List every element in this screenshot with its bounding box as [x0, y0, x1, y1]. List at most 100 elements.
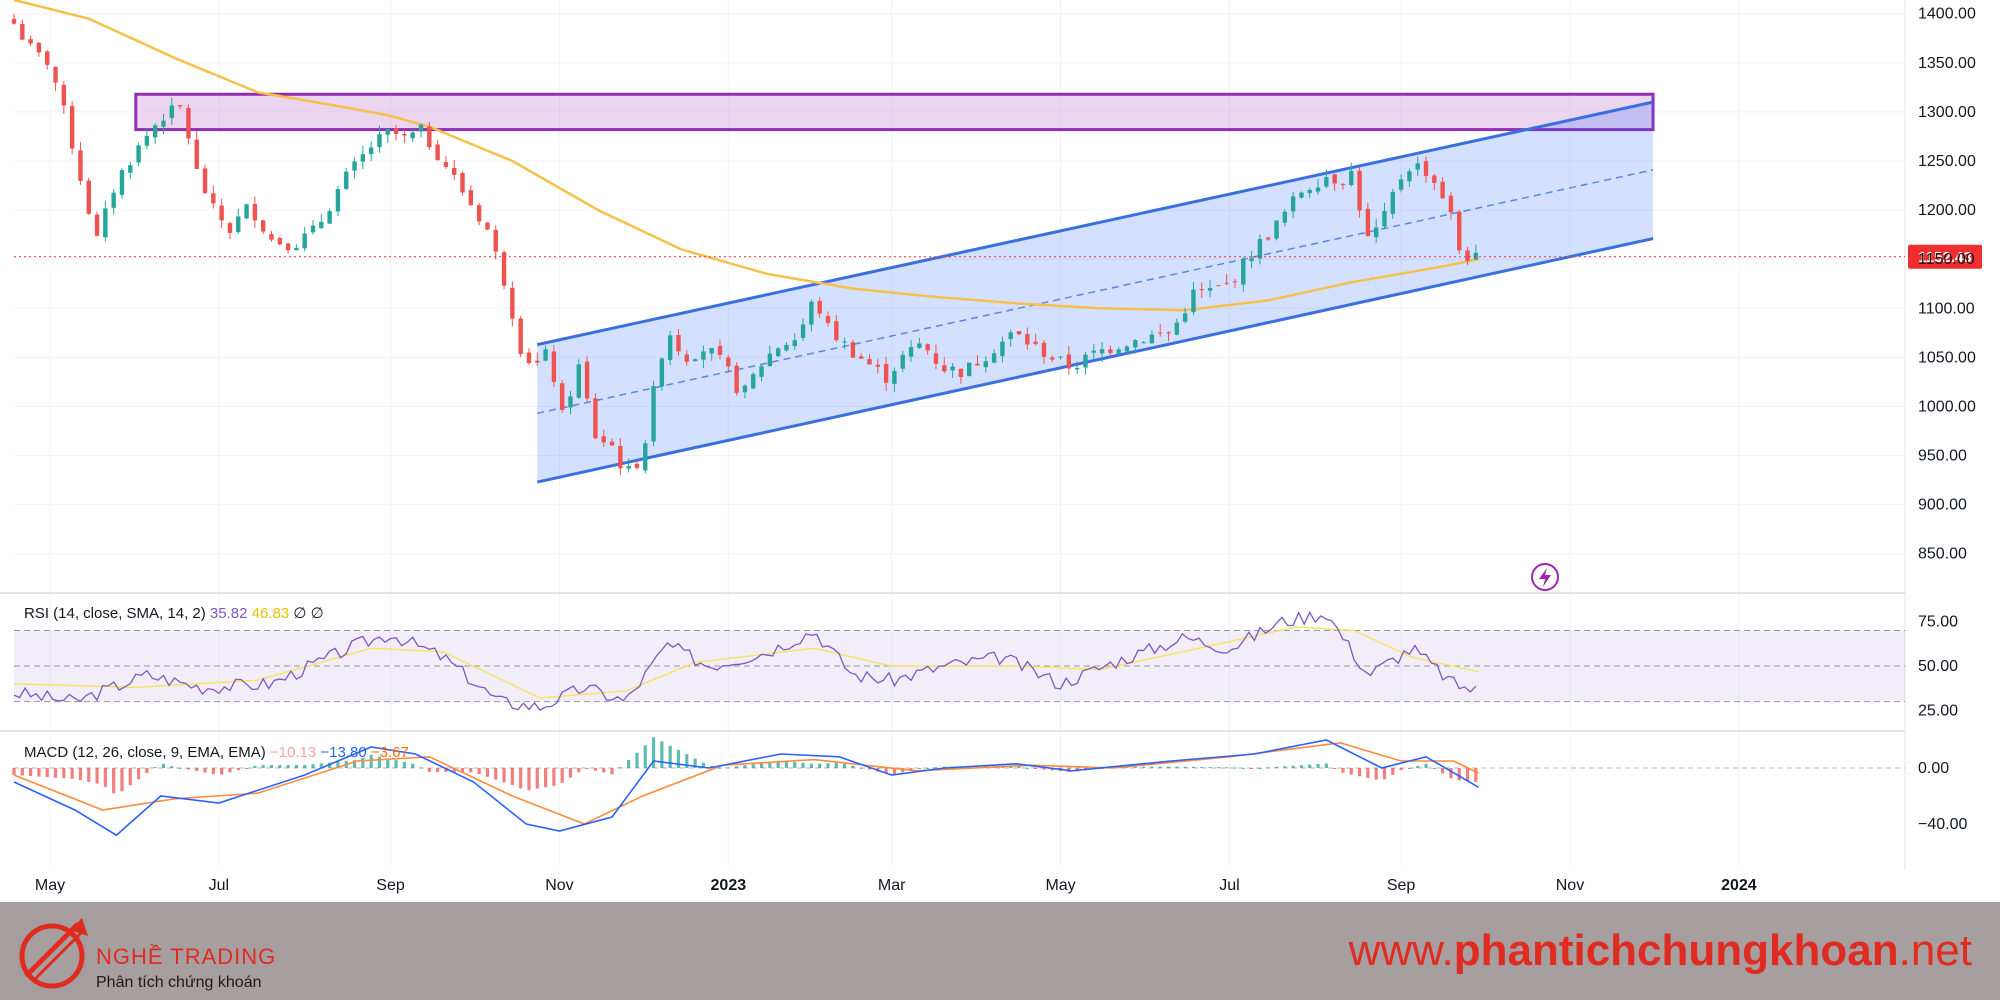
candle-body [1158, 332, 1163, 334]
candle [385, 128, 390, 144]
macd-histogram-bar [220, 768, 224, 775]
candle-body [385, 129, 390, 135]
macd-histogram-bar [1017, 766, 1021, 768]
macd-histogram-bar [1374, 768, 1378, 780]
candle [86, 177, 91, 216]
candle [543, 345, 548, 362]
macd-histogram-bar [37, 768, 41, 777]
macd-histogram-bar [286, 765, 290, 768]
price-tick-label: 1250.00 [1918, 153, 1976, 170]
candle [327, 208, 332, 224]
candle [659, 357, 665, 391]
candle-body [1274, 220, 1279, 239]
candle [1083, 352, 1088, 375]
candle [942, 356, 947, 374]
candle [975, 355, 980, 366]
candle-body [1249, 258, 1254, 262]
macd-histogram-bar [1200, 766, 1204, 768]
candle [452, 159, 457, 181]
macd-histogram-bar [1366, 768, 1370, 778]
candle [775, 347, 781, 358]
macd-histogram-bar [826, 763, 830, 768]
candle-body [1457, 211, 1462, 251]
candle-body [576, 364, 582, 398]
trading-chart[interactable]: 1152.43 850.00 900.00 950.00 1000.00 1050.00 1… [0, 0, 2000, 902]
candle [1041, 340, 1047, 364]
candle [966, 362, 972, 377]
macd-histogram-bar [460, 768, 465, 773]
price-tick-label: 1000.00 [1918, 398, 1976, 415]
candle-body [1290, 196, 1296, 212]
candle-body [493, 229, 498, 252]
candle [784, 342, 789, 352]
macd-histogram-bar [319, 763, 323, 768]
candle [535, 352, 540, 366]
candle-body [186, 107, 191, 139]
candle [1158, 324, 1163, 337]
candle [1232, 278, 1238, 289]
candle [734, 362, 739, 396]
candle-body [875, 364, 881, 367]
candle [609, 438, 615, 447]
candle-body [1357, 170, 1362, 211]
candle-body [1166, 332, 1171, 334]
time-tick-label: 2024 [1721, 877, 1757, 894]
macd-histogram-bar [1465, 768, 1470, 782]
candle [485, 222, 490, 231]
candle [634, 460, 640, 470]
macd-histogram-bar [294, 765, 299, 768]
candle [260, 219, 266, 235]
macd-histogram-bar [718, 767, 722, 769]
candle-body [726, 357, 731, 367]
candle-body [609, 441, 615, 446]
macd-histogram-bar [153, 767, 157, 769]
candle [1340, 183, 1346, 190]
macd-histogram-bar [477, 768, 481, 775]
candle [651, 380, 656, 447]
macd-histogram-bar [1166, 766, 1171, 768]
rsi-title: RSI (14, close, SMA, 14, 2) [24, 605, 210, 622]
candle [186, 104, 191, 145]
candle-body [194, 139, 199, 169]
time-tick-label: Jul [1219, 877, 1239, 894]
candle-body [859, 356, 864, 359]
website-link[interactable]: www.phantichchungkhoan.net [1349, 926, 1972, 976]
candle [933, 344, 939, 370]
last-price-label: 1152.43 [1918, 249, 1971, 266]
macd-histogram-bar [112, 768, 116, 794]
candle-body [842, 341, 847, 343]
macd-histogram-bar [843, 763, 847, 768]
candle-body [1407, 171, 1412, 182]
candle [476, 202, 482, 226]
candle [618, 437, 623, 475]
candle-body [543, 349, 548, 361]
candle [1249, 250, 1254, 269]
macd-histogram-bar [510, 768, 514, 785]
candle-body [535, 360, 540, 363]
macd-histogram-bar [394, 760, 398, 768]
candle [1050, 355, 1055, 363]
moving-average-line [13, 0, 1479, 312]
candle-body [310, 225, 316, 233]
candle-body [36, 42, 42, 53]
candle-body [510, 287, 515, 319]
macd-histogram-bar [1034, 768, 1038, 769]
macd-histogram-bar [627, 759, 631, 768]
candle [709, 347, 714, 361]
candle-body [1257, 239, 1263, 259]
macd-histogram-bar [120, 768, 124, 792]
candle [1224, 273, 1229, 286]
time-tick-label: 2023 [711, 877, 747, 894]
candle [244, 203, 249, 220]
candle-body [1423, 161, 1429, 176]
candle-body [925, 344, 930, 351]
candle [1407, 168, 1412, 188]
candle-body [435, 144, 440, 161]
candle-body [1373, 227, 1379, 238]
candle-body [900, 354, 905, 369]
candle [1266, 236, 1271, 241]
candle-body [1207, 287, 1213, 291]
macd-histogram-bar [1324, 763, 1328, 768]
macd-histogram-bar [892, 768, 897, 775]
macd-histogram-bar [386, 758, 390, 768]
